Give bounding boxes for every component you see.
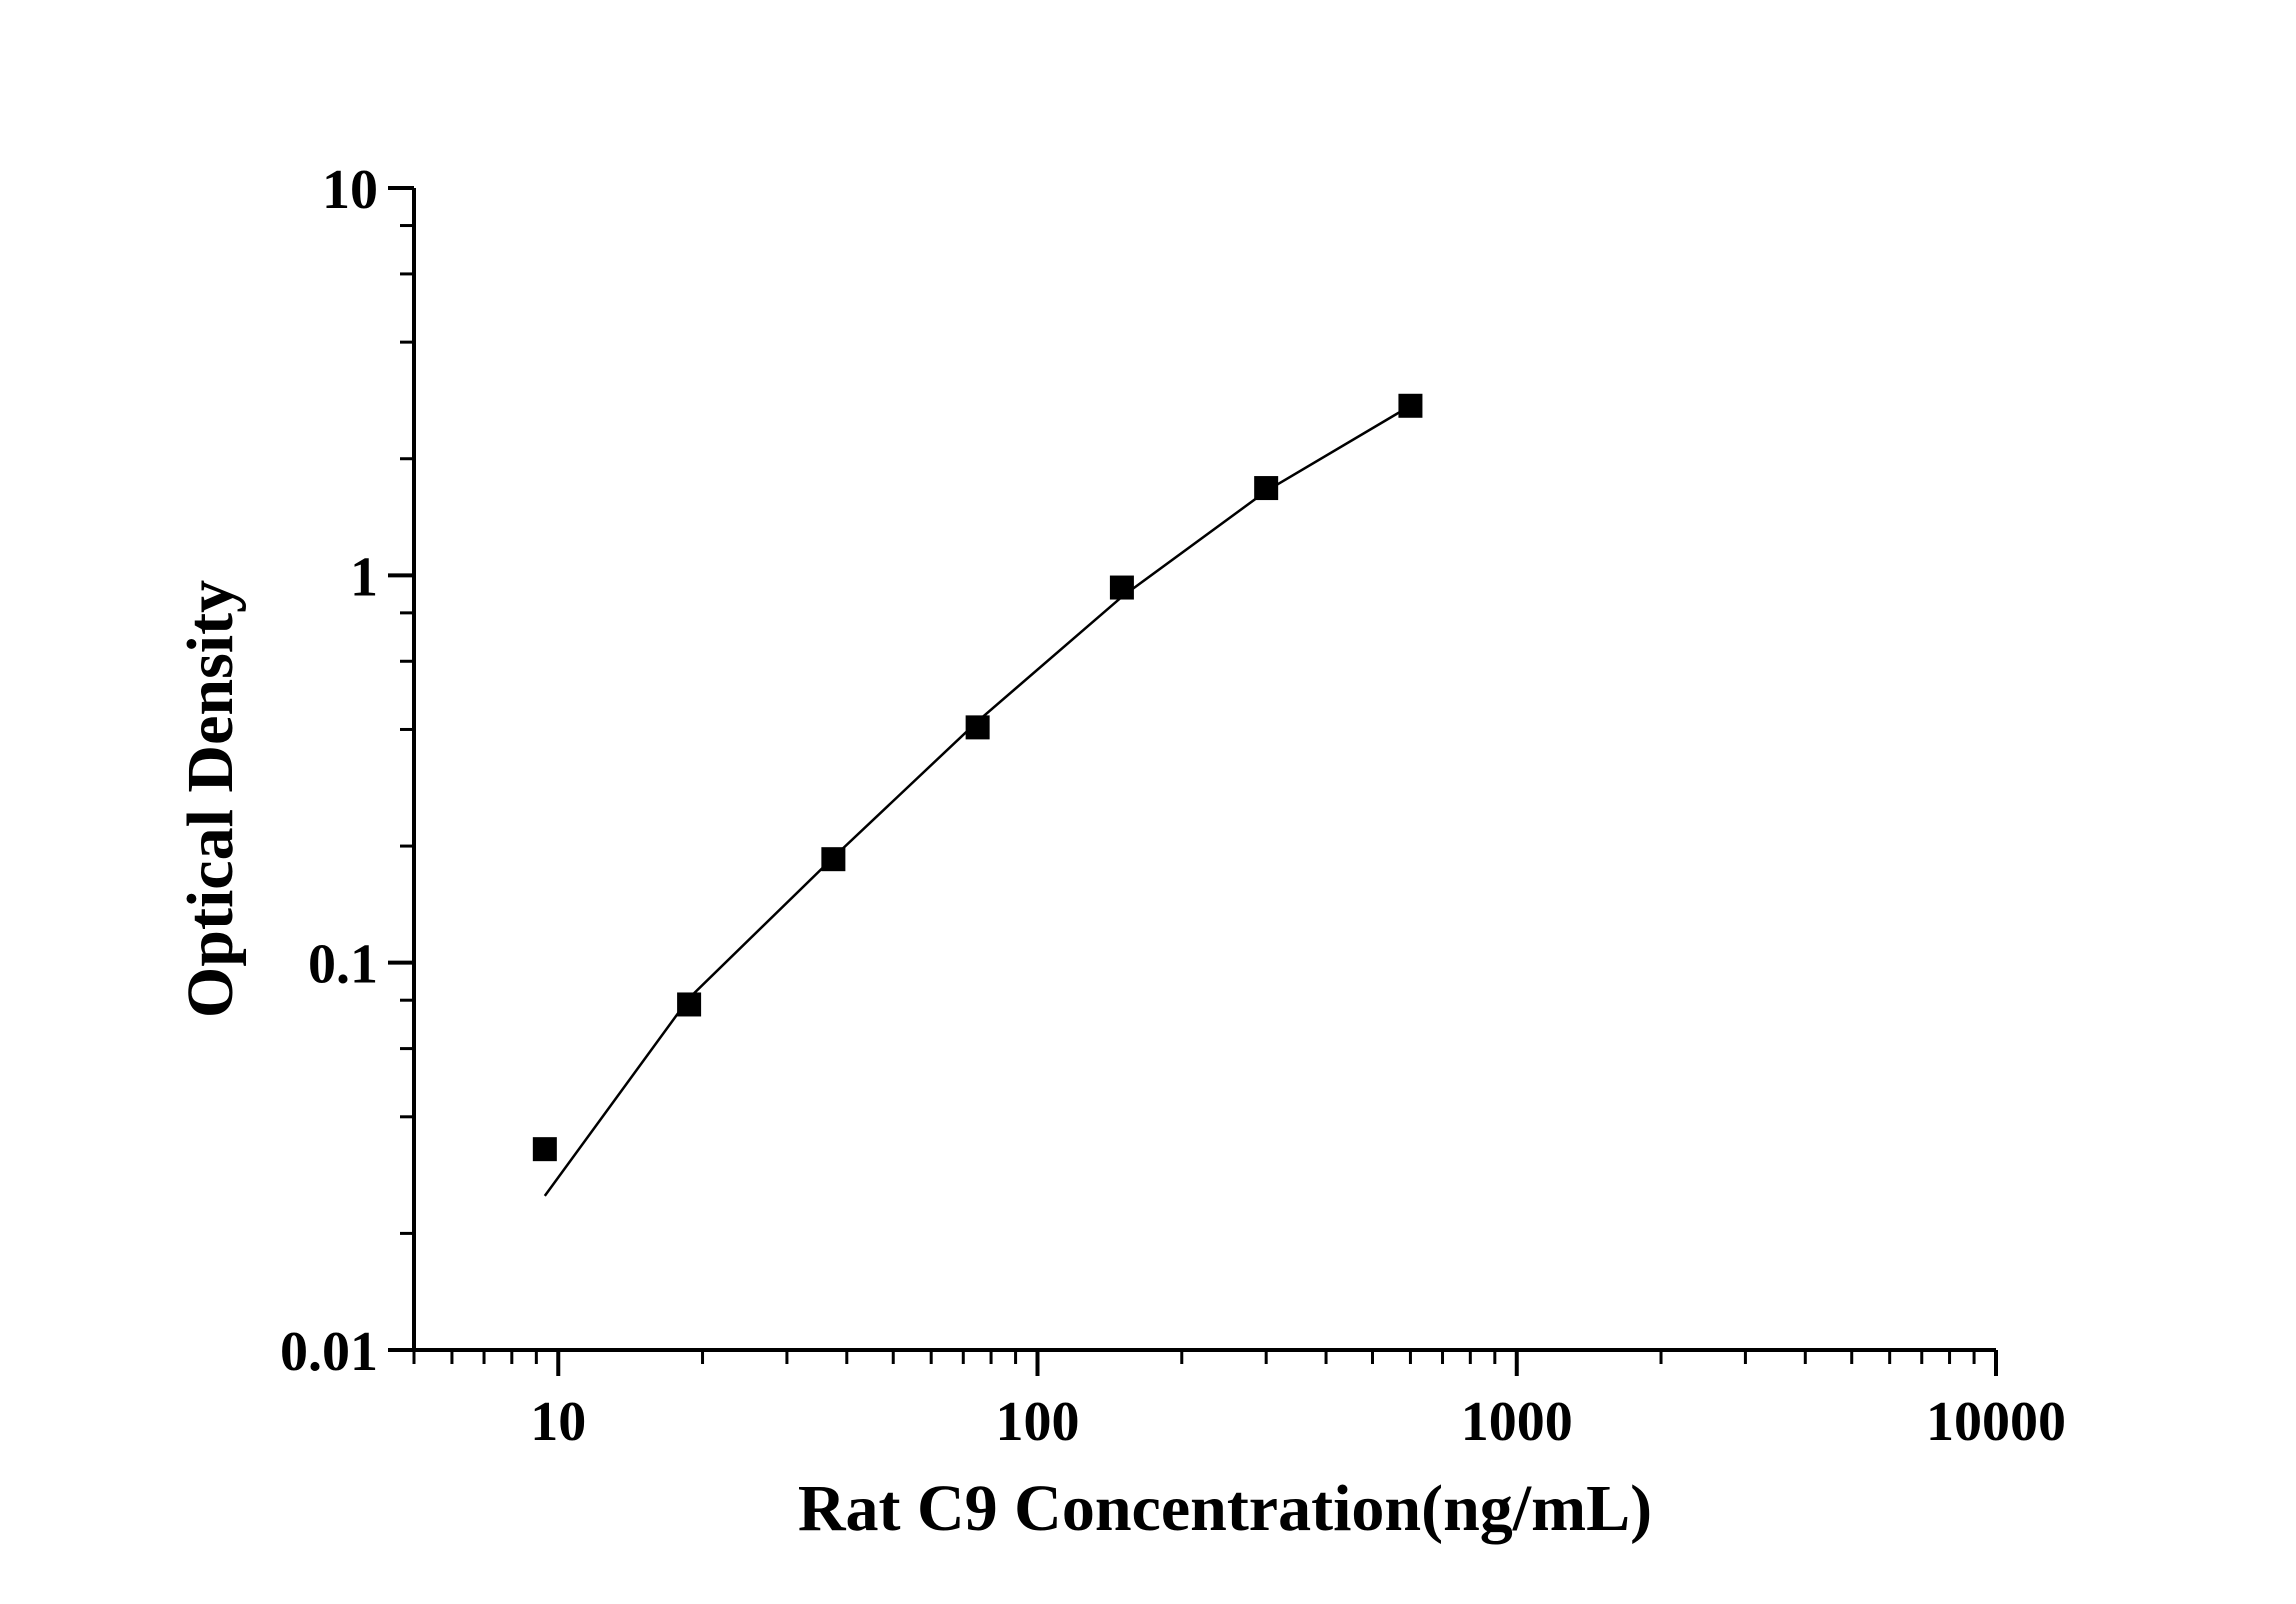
data-point <box>821 847 846 872</box>
data-point <box>965 715 990 740</box>
data-point <box>1109 575 1134 600</box>
y-tick-label: 10 <box>322 159 378 221</box>
data-point <box>1398 393 1423 418</box>
data-point <box>532 1137 557 1162</box>
y-axis-title: Optical Density <box>174 580 247 1018</box>
y-tick-label: 0.01 <box>280 1321 378 1383</box>
x-axis-ticks: 10 100 1000 10000 <box>412 1350 2066 1453</box>
data-points <box>532 393 1423 1162</box>
x-axis-title: Rat C9 Concentration(ng/mL) <box>798 1472 1652 1545</box>
fit-curve-group <box>543 404 1412 1197</box>
y-tick-label: 1 <box>350 546 378 608</box>
axes <box>412 188 1996 1352</box>
y-tick-label: 0.1 <box>308 934 378 996</box>
data-point <box>1254 476 1279 501</box>
x-tick-label: 10 <box>530 1391 586 1453</box>
fit-curve <box>543 404 1412 1197</box>
y-axis-ticks: 0.01 0.1 1 10 <box>280 159 414 1383</box>
x-tick-label: 100 <box>996 1391 1080 1453</box>
x-tick-label: 1000 <box>1461 1391 1573 1453</box>
data-point <box>677 992 702 1017</box>
x-tick-label: 10000 <box>1926 1391 2066 1453</box>
